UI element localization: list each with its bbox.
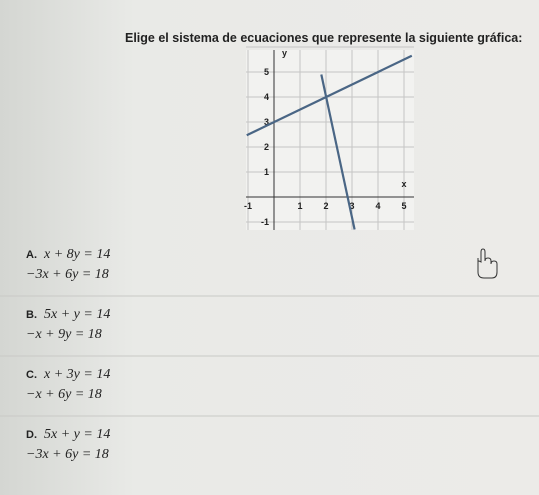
graph: -1 1 2 3 4 5 5 4 3 2 1 -1 x y <box>244 46 414 230</box>
x-axis-label: x <box>401 179 406 189</box>
graph-line <box>320 74 356 230</box>
equation: x + 3y = 14 <box>43 367 110 382</box>
option-letter[interactable]: C. <box>26 369 37 381</box>
y-tick-label: 1 <box>264 167 269 177</box>
x-tick-label: 3 <box>349 201 354 211</box>
equation: −3x + 6y = 18 <box>26 267 109 282</box>
x-tick-label: 2 <box>323 201 328 211</box>
equation: −3x + 6y = 18 <box>26 447 109 462</box>
y-tick-label: 4 <box>264 92 269 102</box>
equation: −x + 6y = 18 <box>26 387 102 402</box>
equation: 5x + y = 14 <box>44 307 110 322</box>
x-tick-label: -1 <box>244 201 252 211</box>
y-tick-label: 5 <box>264 67 269 77</box>
option-letter[interactable]: A. <box>26 249 37 261</box>
x-tick-label: 4 <box>375 201 380 211</box>
x-tick-label: 5 <box>401 201 406 211</box>
option-letter[interactable]: B. <box>26 309 37 321</box>
option-letter[interactable]: D. <box>26 429 37 441</box>
graph-area <box>246 50 414 230</box>
equation: x + 8y = 14 <box>43 247 110 262</box>
equation: −x + 9y = 18 <box>26 327 102 342</box>
y-tick-label: 3 <box>264 117 269 127</box>
y-tick-label: 2 <box>264 142 269 152</box>
cursor <box>477 248 498 279</box>
equation: 5x + y = 14 <box>44 427 110 442</box>
y-tick-label: -1 <box>261 217 269 227</box>
y-axis-label: y <box>282 48 287 58</box>
x-tick-label: 1 <box>297 201 302 211</box>
options: A. x + 8y = 14 −3x + 6y = 18 B. 5x + y = 14 −… <box>0 247 539 462</box>
question: Elige el sistema de ecuaciones que repre… <box>125 31 522 45</box>
graph-line <box>246 54 413 137</box>
